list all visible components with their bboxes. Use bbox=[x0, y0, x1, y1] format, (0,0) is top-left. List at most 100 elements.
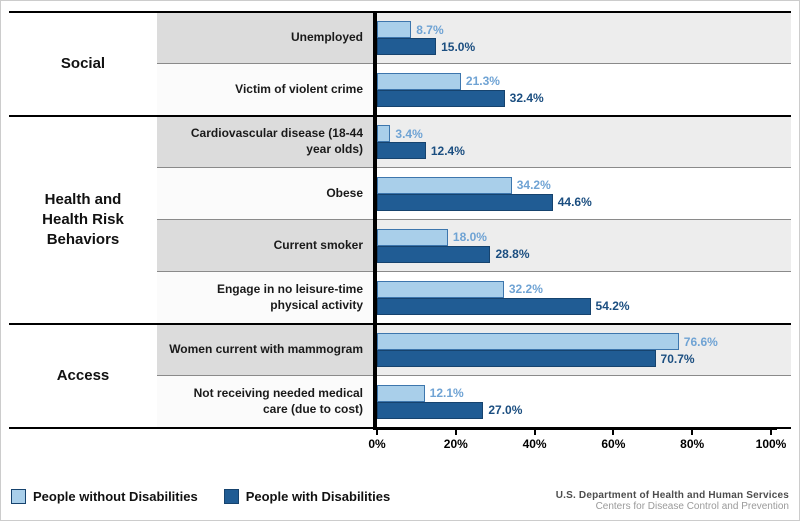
value-label-with: 70.7% bbox=[660, 351, 695, 366]
bar-people-with-disabilities bbox=[377, 89, 505, 107]
value-label-with: 15.0% bbox=[441, 39, 476, 54]
row-label-engage-in-no-leisure-time-physical-activity: Engage in no leisure-time physical activ… bbox=[157, 271, 373, 323]
plot-area: 34.2% 44.6% bbox=[377, 176, 771, 211]
plot-area: 12.1% 27.0% bbox=[377, 384, 771, 419]
bar-row-with: 12.4% bbox=[377, 142, 771, 159]
value-label-with: 27.0% bbox=[488, 403, 523, 417]
bar-people-with-disabilities bbox=[377, 401, 484, 419]
legend-label: People with Disabilities bbox=[245, 489, 391, 504]
bar-group-current-smoker: 18.0% 28.8% bbox=[373, 219, 791, 271]
bar-row-without: 32.2% bbox=[377, 280, 771, 298]
bar-group-victim-of-violent-crime: 21.3% 32.4% bbox=[373, 63, 791, 115]
bar-people-without-disabilities bbox=[377, 176, 512, 194]
plot-area: 21.3% 32.4% bbox=[377, 72, 771, 107]
tick-mark bbox=[454, 430, 457, 435]
bar-row-without: 12.1% bbox=[377, 384, 771, 402]
tick-label: 60% bbox=[601, 437, 626, 451]
tick-label: 80% bbox=[680, 437, 705, 451]
bar-row-without: 34.2% bbox=[377, 176, 771, 194]
bar-people-without-disabilities bbox=[377, 280, 504, 298]
bar-group-unemployed: 8.7% 15.0% bbox=[373, 11, 791, 63]
bar-group-obese: 34.2% 44.6% bbox=[373, 167, 791, 219]
legend-item-people-with-disabilities: People with Disabilities bbox=[223, 489, 391, 504]
bar-people-without-disabilities bbox=[377, 21, 412, 38]
bar-group-engage-in-no-leisure-time-physical-activity: 32.2% 54.2% bbox=[373, 271, 791, 323]
row-label-obese: Obese bbox=[157, 167, 373, 219]
tick-label: 20% bbox=[443, 437, 468, 451]
tick-mark bbox=[533, 430, 536, 435]
bar-row-with: 32.4% bbox=[377, 89, 771, 107]
legend-item-people-without-disabilities: People without Disabilities bbox=[11, 489, 198, 504]
bar-row-with: 28.8% bbox=[377, 245, 771, 263]
value-label-without: 12.1% bbox=[429, 386, 464, 400]
value-label-with: 44.6% bbox=[557, 195, 592, 209]
legend-swatch bbox=[223, 489, 239, 504]
plot-area: 18.0% 28.8% bbox=[377, 228, 771, 263]
y-axis-line bbox=[373, 11, 377, 430]
value-label-with: 28.8% bbox=[495, 247, 530, 261]
row-label-unemployed: Unemployed bbox=[157, 11, 373, 63]
value-label-without: 21.3% bbox=[465, 74, 500, 88]
legend-swatch bbox=[11, 489, 26, 504]
plot-area: 76.6% 70.7% bbox=[377, 333, 771, 367]
row-label-victim-of-violent-crime: Victim of violent crime bbox=[157, 63, 373, 115]
bar-people-without-disabilities bbox=[377, 228, 448, 246]
bar-row-without: 76.6% bbox=[377, 333, 771, 350]
bar-row-with: 27.0% bbox=[377, 401, 771, 419]
footer-line1: U.S. Department of Health and Human Serv… bbox=[555, 490, 789, 501]
bar-row-with: 44.6% bbox=[377, 193, 771, 211]
bar-people-with-disabilities bbox=[377, 245, 491, 263]
plot-area: 3.4% 12.4% bbox=[377, 125, 771, 159]
bar-people-without-disabilities bbox=[377, 72, 461, 90]
plot-area: 32.2% 54.2% bbox=[377, 280, 771, 315]
bar-row-with: 70.7% bbox=[377, 350, 771, 367]
bar-row-with: 54.2% bbox=[377, 297, 771, 315]
tick-mark bbox=[770, 430, 772, 435]
bar-people-with-disabilities bbox=[377, 193, 553, 211]
tick-label: 40% bbox=[522, 437, 547, 451]
x-axis-line bbox=[373, 427, 777, 430]
value-label-without: 8.7% bbox=[416, 22, 444, 37]
bar-people-without-disabilities bbox=[377, 125, 391, 142]
group-label-health-and-health-risk-behaviors: Health and Health Risk Behaviors bbox=[9, 115, 157, 323]
value-label-without: 3.4% bbox=[395, 126, 423, 141]
bar-row-without: 8.7% bbox=[377, 21, 771, 38]
value-label-with: 12.4% bbox=[430, 143, 465, 158]
footer-attribution: U.S. Department of Health and Human Serv… bbox=[556, 490, 789, 512]
bar-row-without: 18.0% bbox=[377, 228, 771, 246]
group-label-access: Access bbox=[9, 323, 157, 427]
bar-row-without: 3.4% bbox=[377, 125, 771, 142]
bar-people-without-disabilities bbox=[377, 384, 425, 402]
bar-people-with-disabilities bbox=[377, 142, 426, 159]
bar-group-women-current-with-mammogram: 76.6% 70.7% bbox=[373, 323, 791, 375]
value-label-with: 54.2% bbox=[595, 299, 630, 313]
value-label-with: 32.4% bbox=[509, 91, 544, 105]
legend: People without Disabilities People with D… bbox=[11, 489, 390, 504]
row-label-women-current-with-mammogram: Women current with mammogram bbox=[157, 323, 373, 375]
row-label-not-receiving-needed-medical-care-due-to-cost: Not receiving needed medical care (due t… bbox=[157, 375, 373, 427]
bar-group-not-receiving-needed-medical-care-due-to-cost: 12.1% 27.0% bbox=[373, 375, 791, 427]
value-label-without: 32.2% bbox=[508, 282, 543, 296]
bar-row-without: 21.3% bbox=[377, 72, 771, 90]
group-label-social: Social bbox=[9, 11, 157, 115]
tick-mark bbox=[612, 430, 615, 435]
tick-mark bbox=[691, 430, 694, 435]
tick-mark bbox=[376, 430, 378, 435]
bar-group-cardiovascular-disease-18-44-year-olds: 3.4% 12.4% bbox=[373, 115, 791, 167]
footer-line2: Centers for Disease Control and Preventi… bbox=[595, 501, 789, 512]
bar-people-without-disabilities bbox=[377, 333, 679, 350]
value-label-without: 34.2% bbox=[516, 178, 551, 192]
row-label-cardiovascular-disease-18-44-year-olds: Cardiovascular disease (18-44 year olds) bbox=[157, 115, 373, 167]
value-label-without: 76.6% bbox=[683, 334, 718, 349]
legend-label: People without Disabilities bbox=[33, 489, 198, 504]
bar-row-with: 15.0% bbox=[377, 38, 771, 55]
value-label-without: 18.0% bbox=[452, 230, 487, 244]
tick-label: 0% bbox=[368, 437, 386, 451]
bar-people-with-disabilities bbox=[377, 38, 437, 55]
bar-people-with-disabilities bbox=[377, 297, 591, 315]
row-label-current-smoker: Current smoker bbox=[157, 219, 373, 271]
chart-grid: Social Health and Health Risk Behaviors Ac… bbox=[9, 11, 791, 429]
bar-people-with-disabilities bbox=[377, 350, 656, 367]
plot-area: 8.7% 15.0% bbox=[377, 21, 771, 55]
